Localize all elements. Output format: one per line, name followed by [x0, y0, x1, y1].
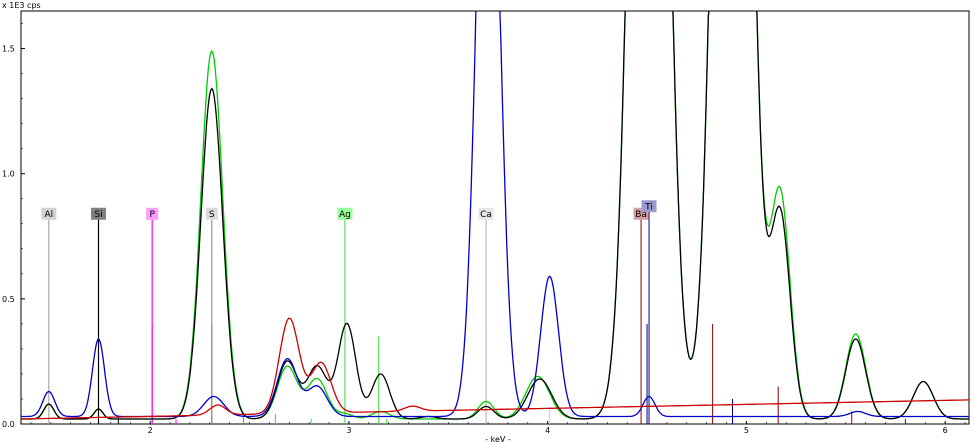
element-label-si: Si: [91, 207, 107, 220]
element-label-text: Ba: [635, 210, 647, 220]
x-axis-label: - keV -: [485, 435, 511, 444]
element-label-al: Al: [41, 207, 57, 220]
y-tick-label: 1.5: [2, 45, 15, 54]
element-markers: [48, 206, 906, 424]
axis-ticks: 2 3 4 5 6 0.0 0.5 1.0 1.5: [2, 23, 966, 435]
element-label-s: S: [205, 207, 218, 220]
spectrum-line-3: [21, 11, 969, 418]
x-tick-label: 5: [744, 426, 749, 435]
element-label-text: P: [149, 210, 155, 220]
element-label-text: Ca: [480, 210, 492, 220]
y-tick-label: 1.0: [2, 170, 15, 179]
element-label-text: Al: [44, 210, 53, 220]
plot-frame: [20, 10, 970, 425]
y-tick-label: 0.0: [2, 420, 15, 429]
spectrum-series: [21, 11, 969, 420]
spectrum-line-1: [21, 11, 969, 420]
spectrum-line-2: [21, 11, 969, 420]
element-label-ag: Ag: [337, 207, 353, 220]
element-label-p: P: [146, 207, 159, 220]
x-tick-label: 3: [346, 426, 351, 435]
x-tick-label: 2: [148, 426, 153, 435]
element-label-ti: Ti: [641, 200, 657, 213]
element-label-text: S: [209, 210, 215, 220]
y-unit-label: x 1E3 cps: [2, 1, 41, 10]
y-tick-label: 0.5: [2, 295, 15, 304]
element-label-text: Ag: [339, 210, 351, 220]
x-tick-label: 4: [545, 426, 550, 435]
x-tick-label: 6: [943, 426, 948, 435]
element-label-text: Si: [94, 210, 102, 220]
spectrum-line-4: [21, 317, 969, 420]
element-label-ca: Ca: [478, 207, 494, 220]
element-label-text: Ti: [644, 203, 653, 213]
